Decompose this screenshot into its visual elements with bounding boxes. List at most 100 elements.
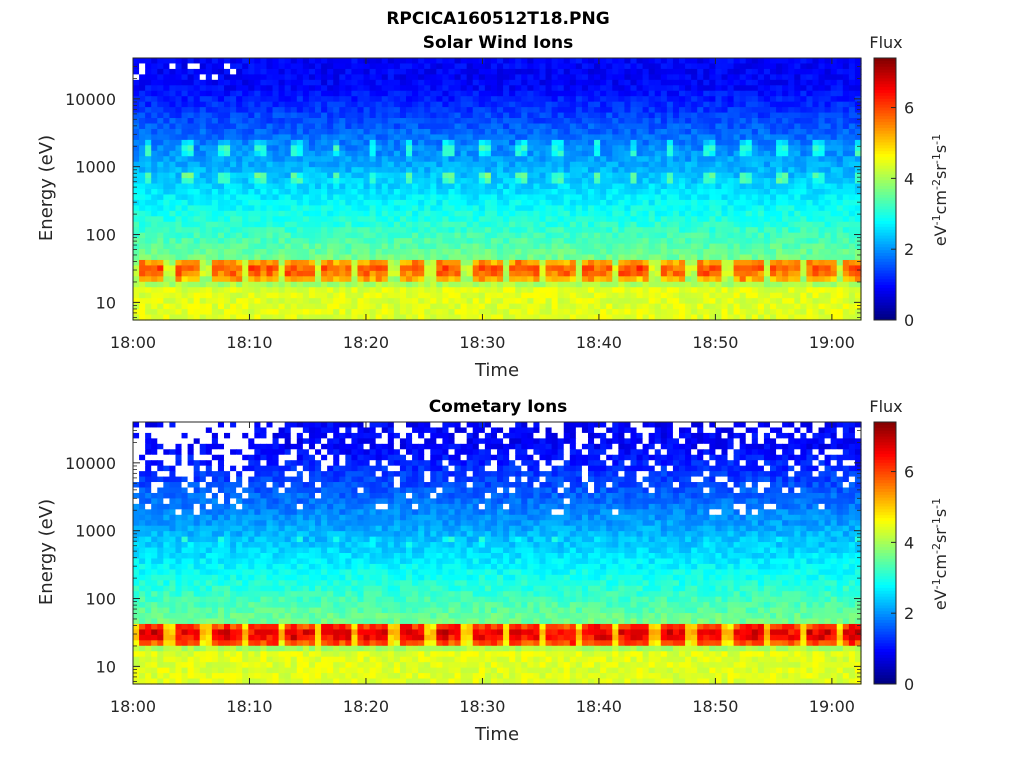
heatmap-cell — [193, 238, 201, 245]
heatmap-cell — [448, 254, 456, 261]
heatmap-cell — [327, 281, 334, 288]
heatmap-cell — [648, 118, 656, 125]
heatmap-cell — [648, 79, 656, 86]
heatmap-cell — [151, 227, 158, 234]
heatmap-cell — [406, 112, 413, 119]
heatmap-cell — [466, 79, 474, 86]
heatmap-cell — [339, 249, 346, 256]
heatmap-cell — [691, 79, 698, 86]
heatmap-cell — [521, 63, 528, 70]
heatmap-cell — [375, 150, 383, 157]
heatmap-cell — [588, 178, 595, 185]
heatmap-cell — [515, 90, 522, 97]
heatmap-cell — [588, 221, 595, 228]
heatmap-cell — [763, 232, 771, 239]
heatmap-cell — [763, 259, 771, 267]
heatmap-cell — [600, 265, 607, 272]
heatmap-cell — [672, 249, 680, 256]
heatmap-cell — [290, 216, 298, 223]
heatmap-cell — [575, 265, 583, 272]
heatmap-cell — [193, 199, 201, 206]
heatmap-cell — [242, 243, 249, 250]
heatmap-cell — [745, 199, 753, 206]
heatmap-cell — [302, 281, 310, 288]
heatmap-cell — [236, 254, 243, 261]
heatmap-cell — [757, 178, 765, 185]
heatmap-cell — [503, 259, 510, 267]
heatmap-cell — [854, 270, 862, 277]
heatmap-cell — [703, 238, 710, 245]
heatmap-cell — [448, 281, 456, 288]
heatmap-cell — [327, 85, 334, 92]
heatmap-cell — [412, 118, 419, 125]
heatmap-cell — [199, 96, 207, 103]
heatmap-cell — [205, 134, 213, 141]
heatmap-cell — [375, 227, 383, 234]
heatmap-cell — [648, 249, 656, 256]
heatmap-cell — [776, 112, 783, 119]
heatmap-cell — [703, 74, 710, 81]
heatmap-cell — [211, 210, 219, 217]
heatmap-cell — [509, 134, 516, 141]
heatmap-cell — [490, 183, 498, 190]
heatmap-cell — [818, 63, 826, 70]
heatmap-cell — [248, 243, 255, 250]
heatmap-cell — [563, 238, 571, 245]
heatmap-cell — [594, 172, 601, 179]
heatmap-cell — [606, 90, 613, 97]
heatmap-cell — [399, 227, 407, 234]
heatmap-cell — [418, 167, 425, 174]
heatmap-cell — [406, 118, 413, 125]
heatmap-cell — [412, 227, 419, 234]
heatmap-cell — [497, 90, 504, 97]
heatmap-cell — [612, 227, 619, 234]
heatmap-cell — [733, 128, 741, 136]
heatmap-cell — [666, 161, 674, 168]
heatmap-cell — [703, 128, 710, 136]
heatmap-cell — [563, 172, 571, 179]
heatmap-cell — [806, 161, 814, 168]
heatmap-cell — [472, 259, 480, 267]
heatmap-cell — [478, 172, 486, 179]
heatmap-cell — [321, 118, 328, 125]
heatmap-cell — [236, 58, 243, 65]
heatmap-cell — [490, 134, 498, 141]
heatmap-cell — [260, 145, 268, 152]
heatmap-cell — [351, 128, 359, 136]
heatmap-cell — [588, 254, 595, 261]
heatmap-cell — [842, 134, 850, 141]
heatmap-cell — [624, 249, 632, 256]
heatmap-cell — [406, 216, 413, 223]
heatmap-cell — [315, 205, 322, 212]
heatmap-cell — [654, 150, 662, 157]
heatmap-cell — [145, 63, 152, 70]
heatmap-cell — [478, 145, 486, 152]
heatmap-cell — [242, 221, 249, 228]
heatmap-cell — [399, 123, 407, 130]
heatmap-cell — [842, 276, 850, 283]
heatmap-cell — [563, 205, 571, 212]
heatmap-cell — [551, 128, 559, 136]
heatmap-cell — [460, 270, 468, 277]
heatmap-cell — [770, 243, 777, 250]
heatmap-cell — [721, 128, 729, 136]
heatmap-cell — [169, 189, 177, 196]
heatmap-cell — [302, 238, 310, 245]
heatmap-cell — [230, 259, 237, 267]
heatmap-cell — [399, 205, 407, 212]
heatmap-cell — [266, 96, 274, 103]
heatmap-cell — [763, 145, 771, 152]
heatmap-cell — [727, 79, 735, 86]
heatmap-cell — [351, 199, 359, 206]
heatmap-cell — [357, 172, 365, 179]
heatmap-cell — [588, 205, 595, 212]
heatmap-cell — [199, 139, 207, 146]
heatmap-cell — [430, 58, 437, 65]
heatmap-cell — [290, 183, 298, 190]
heatmap-cell — [472, 167, 480, 174]
heatmap-cell — [836, 128, 844, 136]
heatmap-cell — [770, 123, 777, 130]
heatmap-cell — [600, 139, 607, 146]
heatmap-cell — [266, 189, 274, 196]
heatmap-cell — [515, 79, 522, 86]
